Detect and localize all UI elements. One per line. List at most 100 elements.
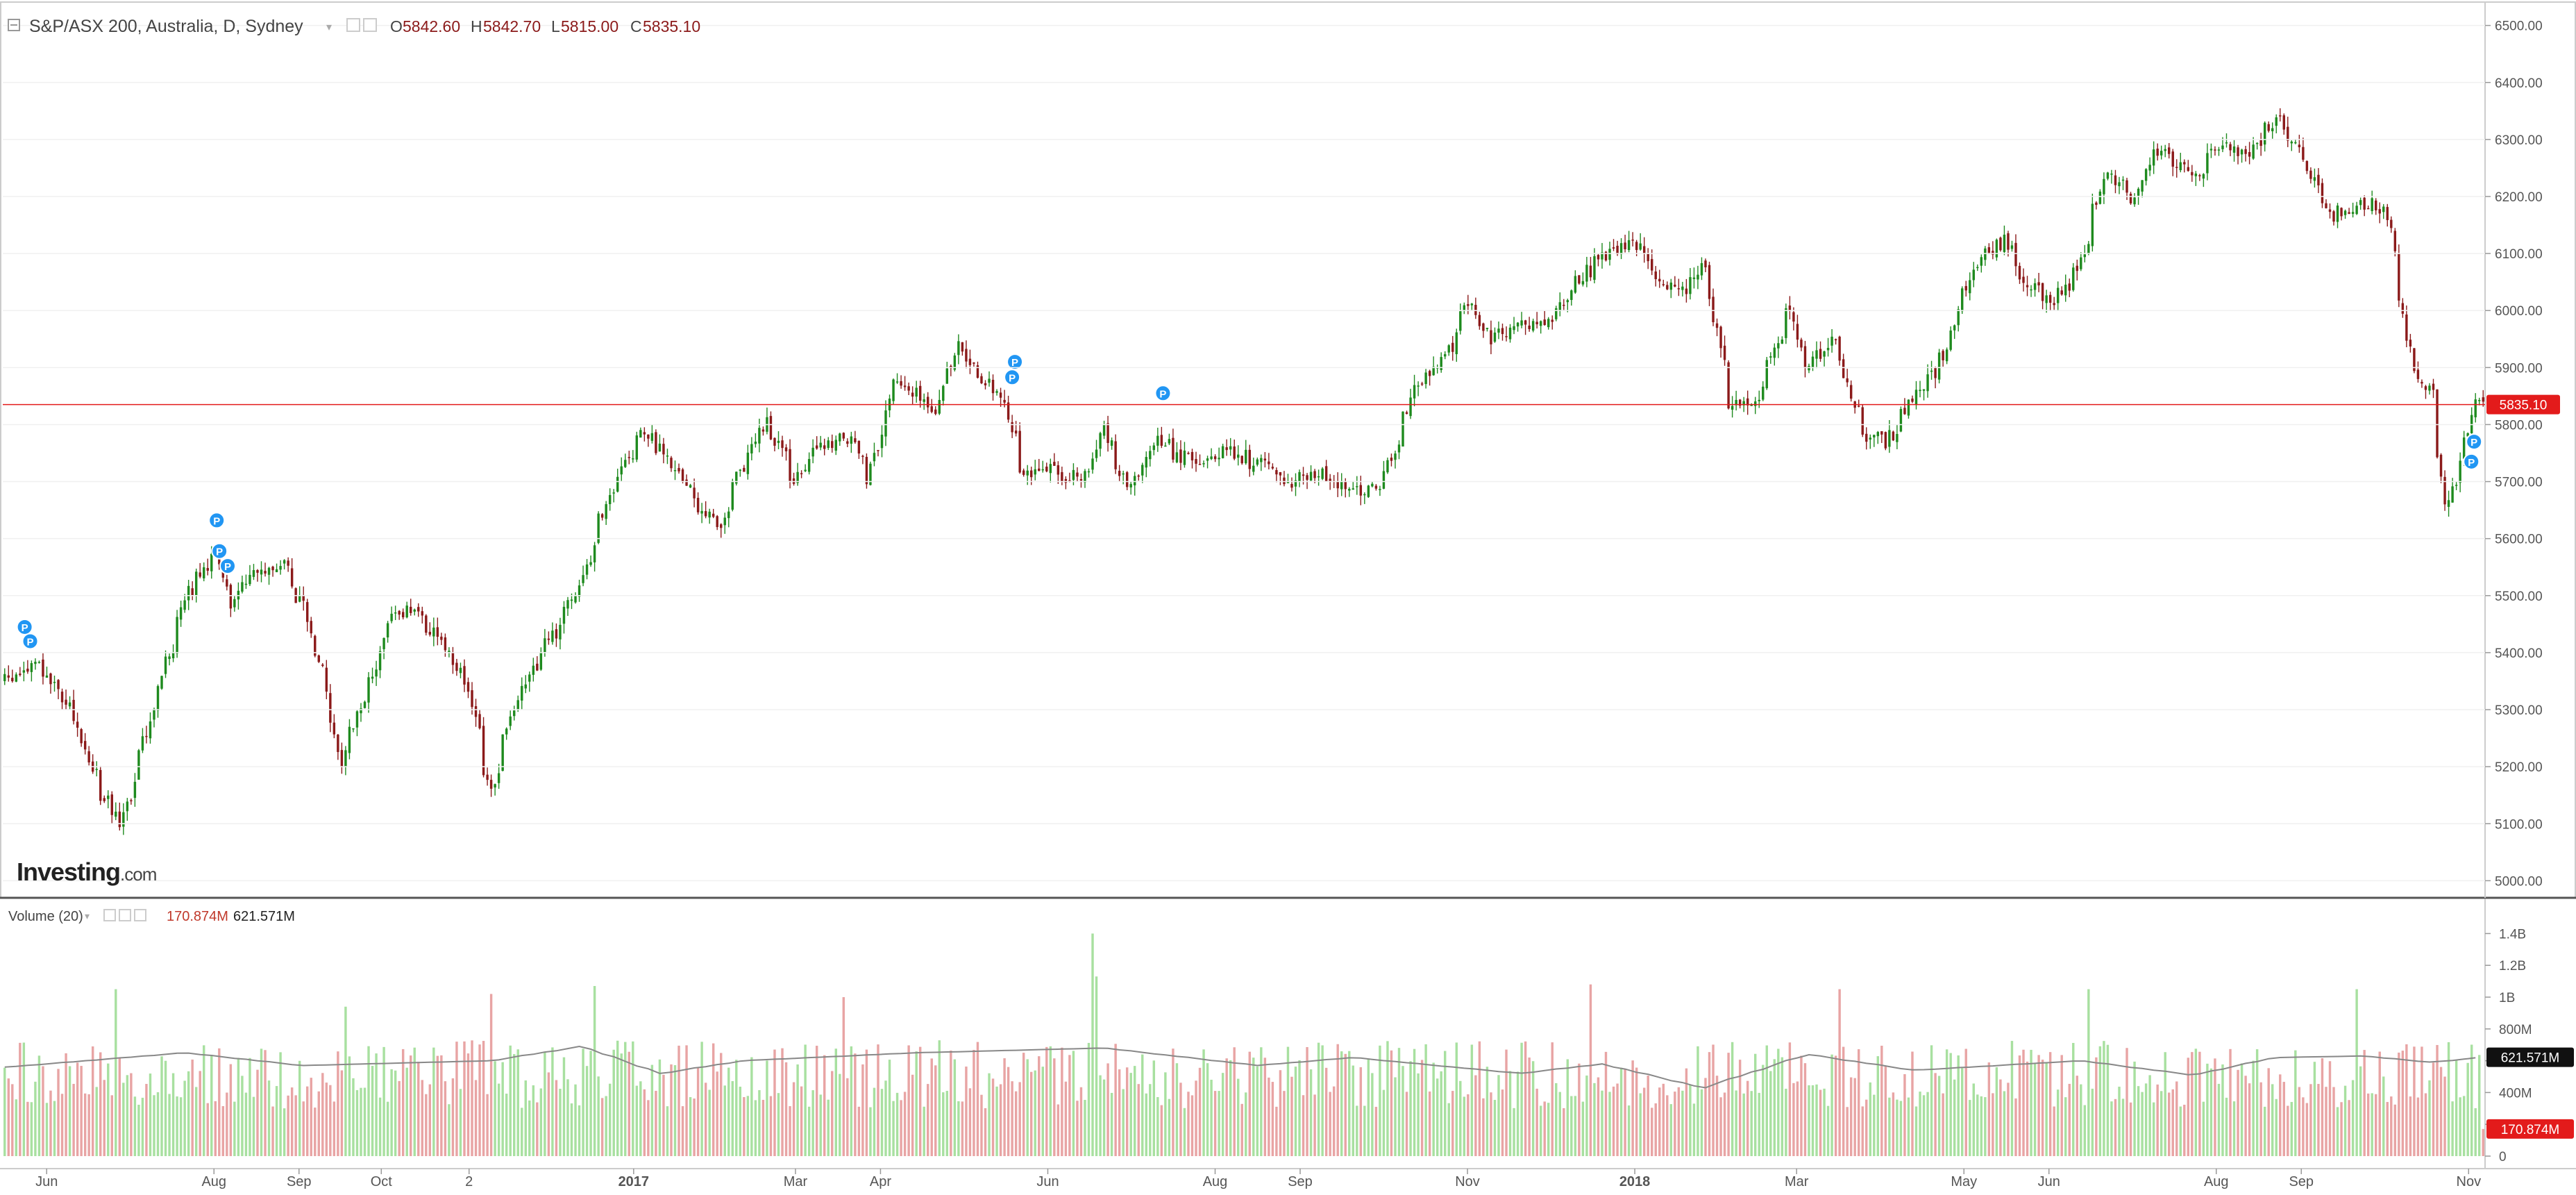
volume-bar <box>2160 1091 2163 1156</box>
volume-bar <box>673 1065 677 1156</box>
candle-body <box>183 600 186 610</box>
volume-bar <box>417 1062 420 1156</box>
candle-body <box>650 433 654 441</box>
p-marker[interactable]: P <box>2466 433 2483 451</box>
volume-bar <box>317 1091 320 1156</box>
candle-body <box>398 610 401 615</box>
volume-bar <box>865 1049 868 1156</box>
p-marker[interactable]: P <box>219 558 237 575</box>
candle-body <box>378 651 382 671</box>
volume-bar <box>1516 1071 1519 1156</box>
volume-bar <box>126 1075 129 1156</box>
volume-bar <box>1551 1042 1554 1156</box>
volume-bar <box>2287 1105 2289 1156</box>
volume-bar <box>1424 1044 1427 1156</box>
candle-body <box>869 463 872 485</box>
volume-bar <box>2095 1057 2098 1156</box>
candle-body <box>363 701 367 708</box>
volume-bar <box>382 1046 385 1156</box>
volume-bar <box>302 1101 305 1156</box>
candle-body <box>1490 330 1492 344</box>
price-tick-label: 6400.00 <box>2495 76 2543 91</box>
volume-bar <box>2118 1087 2121 1156</box>
volume-bar <box>432 1047 435 1156</box>
candle-body <box>451 652 455 665</box>
p-marker[interactable]: P <box>208 512 226 529</box>
p-marker[interactable]: P <box>16 618 33 635</box>
p-marker[interactable]: P <box>1007 353 1024 371</box>
candle-body <box>976 365 979 378</box>
volume-bar <box>1038 1056 1041 1156</box>
volume-close-icon[interactable] <box>134 909 146 921</box>
volume-bar <box>321 1073 324 1156</box>
volume-legend[interactable]: Volume (20) ▾ 170.874M 621.571M <box>8 909 295 924</box>
p-marker[interactable]: P <box>1154 385 1172 402</box>
p-marker[interactable]: P <box>22 633 39 650</box>
volume-bar <box>923 1106 925 1156</box>
candle-body <box>1597 255 1600 260</box>
volume-bar <box>1076 1101 1079 1156</box>
candle-body <box>130 800 133 801</box>
candle-body <box>1769 356 1772 358</box>
close-label: C <box>630 17 642 35</box>
volume-bar <box>2168 1092 2171 1156</box>
candle-body <box>444 637 447 651</box>
volume-bar <box>1413 1048 1416 1156</box>
volume-chevron-down-icon[interactable]: ▾ <box>85 910 90 921</box>
volume-bar <box>2144 1083 2148 1156</box>
volume-bar <box>191 1059 194 1156</box>
volume-bar <box>1379 1045 1381 1156</box>
close-value: 5835.10 <box>643 17 700 35</box>
volume-bar <box>1022 1053 1025 1156</box>
p-marker[interactable]: P <box>1004 369 1021 386</box>
volume-bar <box>390 1069 393 1156</box>
volume-bar <box>1152 1060 1156 1156</box>
hide-icon[interactable] <box>363 18 377 32</box>
candle-body <box>382 637 385 649</box>
candle-body <box>1788 306 1792 312</box>
p-marker[interactable]: P <box>2463 453 2480 470</box>
candle-body <box>1601 252 1603 260</box>
settings-icon[interactable] <box>346 18 360 32</box>
chevron-down-icon[interactable]: ▾ <box>326 22 332 33</box>
candle-body <box>839 433 841 442</box>
volume-bar <box>1792 1083 1795 1156</box>
volume-bar <box>2041 1060 2044 1156</box>
volume-bar <box>267 1080 271 1156</box>
candle-body <box>2359 200 2362 206</box>
volume-bar <box>2129 1102 2132 1156</box>
volume-bar <box>2068 1083 2071 1156</box>
candle-body <box>712 513 715 517</box>
volume-bar <box>1485 1067 1489 1156</box>
volume-bar <box>551 1047 554 1156</box>
symbol-legend[interactable]: S&P/ASX 200, Australia, D, Sydney ▾ O 58… <box>8 17 700 36</box>
candle-body <box>1796 324 1799 340</box>
candle-body <box>1260 458 1263 462</box>
volume-bar <box>237 1058 240 1156</box>
candle-body <box>1723 345 1726 360</box>
volume-hide-icon[interactable] <box>119 909 131 921</box>
candle-body <box>80 729 83 744</box>
volume-bar <box>45 1103 49 1156</box>
candle-body <box>1099 433 1102 449</box>
volume-bar <box>348 1056 351 1156</box>
volume-bar <box>2336 1107 2339 1156</box>
volume-bar <box>2056 1089 2060 1156</box>
candle-body <box>1237 454 1240 458</box>
volume-settings-icon[interactable] <box>103 909 116 921</box>
volume-bar <box>1478 1041 1481 1156</box>
volume-bar <box>1543 1101 1546 1156</box>
candle-body <box>2080 257 2082 269</box>
volume-bar <box>807 1106 811 1156</box>
volume-bar <box>1095 976 1098 1156</box>
candle-body <box>99 769 102 801</box>
volume-bar <box>597 1076 600 1156</box>
candle-body <box>252 570 255 577</box>
candle-body <box>1961 288 1964 312</box>
volume-bar <box>544 1052 546 1156</box>
p-marker[interactable]: P <box>211 542 228 560</box>
volume-bar <box>1858 1049 1860 1156</box>
candle-body <box>118 811 121 828</box>
volume-bar <box>440 1055 443 1156</box>
candle-body <box>1379 489 1381 490</box>
